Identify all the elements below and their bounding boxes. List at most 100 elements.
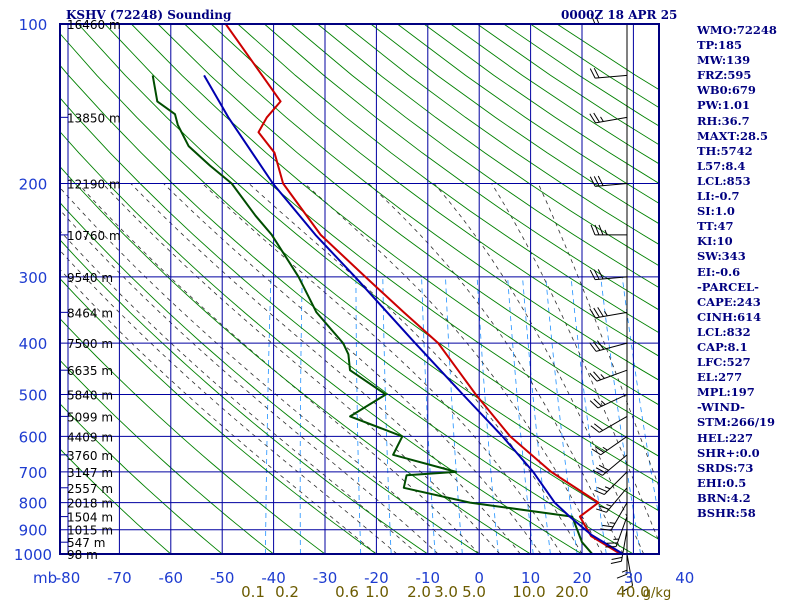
height-label: 9540 m	[67, 271, 113, 285]
wind-barb-flag	[616, 573, 628, 579]
dry-adiabat-line	[60, 32, 659, 512]
mixing-ratio-line	[621, 276, 659, 520]
index-entry: BRN:4.2	[697, 490, 751, 505]
wind-barb-flag	[597, 307, 604, 317]
height-label: 10760 m	[67, 229, 121, 243]
dry-adiabats	[60, 24, 659, 554]
index-entry: CAPE:243	[697, 294, 761, 309]
pressure-label: 700	[19, 464, 48, 482]
wind-barb	[616, 542, 628, 579]
wind-barb	[591, 436, 628, 456]
index-entry: LCL:853	[697, 173, 751, 188]
pressure-label: 200	[19, 176, 48, 194]
wind-barb-flag	[590, 425, 600, 433]
wind-barb-flag	[594, 224, 600, 236]
height-label: 2557 m	[67, 482, 113, 496]
wind-barb	[610, 529, 628, 564]
wind-barb-shaft	[610, 502, 628, 531]
mixing-ratio-line	[545, 276, 578, 554]
wind-barb-flag	[589, 372, 598, 382]
wind-barb-shaft	[595, 116, 628, 124]
dry-adiabat-line	[104, 24, 659, 457]
wind-barb	[596, 487, 628, 513]
dry-adiabat-line	[157, 24, 659, 406]
wind-barb-flag	[592, 469, 603, 476]
dry-adiabat-line	[131, 24, 659, 431]
moist-adiabat-line	[60, 230, 418, 554]
wind-barb-flag	[589, 342, 597, 352]
index-entry: EI:-0.6	[697, 264, 741, 279]
height-label: 98 m	[67, 548, 98, 562]
height-label: 2018 m	[67, 497, 113, 511]
wind-barb-shaft	[595, 311, 628, 319]
wind-barb-flag	[589, 308, 596, 319]
pressure-label: 400	[19, 335, 48, 353]
height-label: 6635 m	[67, 364, 113, 378]
wind-barb-flag	[593, 398, 602, 407]
wind-barb-shaft	[604, 471, 628, 495]
wind-barb-flag	[623, 585, 633, 592]
wind-barb-flag	[593, 423, 604, 431]
wind-barb-flag	[591, 448, 602, 456]
pressure-label: 1000	[14, 546, 52, 564]
index-entry: -WIND-	[697, 400, 745, 415]
wind-barb-flag	[621, 569, 628, 573]
wind-barb-flag	[604, 486, 611, 490]
wind-barb-flag	[589, 269, 596, 280]
index-entry: LI:-0.7	[697, 189, 740, 204]
wind-barb-flag	[606, 504, 612, 507]
mixing-ratio-line	[476, 276, 499, 554]
mixing-ratio-label: 10.0	[512, 583, 545, 600]
wind-barb-flag	[593, 307, 600, 318]
moist-adiabat-line	[537, 183, 659, 488]
height-label: 1015 m	[67, 524, 113, 538]
height-label: 1504 m	[67, 511, 113, 525]
wind-barb-flag	[589, 68, 596, 79]
temperature-label: -10	[416, 569, 441, 587]
wind-barb-flag	[589, 113, 596, 124]
height-label: 12190 m	[67, 178, 121, 192]
wind-barb	[590, 415, 628, 433]
wind-barb-shaft	[596, 369, 628, 382]
mixing-ratio-label: 0.2	[275, 583, 299, 600]
wind-barb-flag	[596, 508, 607, 513]
wind-barb	[589, 369, 628, 382]
mixing-ratio-line	[265, 276, 272, 554]
mixing-ratio-line	[445, 276, 463, 554]
mixing-ratio-label: 2.0	[407, 583, 431, 600]
wind-barb-flag	[597, 269, 604, 280]
height-label: 4409 m	[67, 430, 113, 444]
mixing-ratio-label: 20.0	[555, 583, 588, 600]
wind-barb-flag	[593, 371, 602, 381]
wind-barb-flag	[597, 486, 608, 493]
wind-barb-flag	[600, 116, 604, 122]
dry-adiabat-line	[60, 403, 223, 554]
dry-adiabat-line	[60, 201, 480, 554]
wind-barb-flag	[600, 374, 605, 379]
moist-adiabat-line	[77, 183, 480, 554]
index-entry: WB0:679	[697, 83, 756, 98]
index-entry: -PARCEL-	[697, 279, 759, 294]
sounding-indices-panel: WMO:72248 TP:185 MW:139 FRZ:595 WB0:679 PW:1.…	[697, 23, 800, 521]
wind-barb-shaft	[602, 454, 628, 476]
wind-barb	[589, 112, 628, 124]
wind-barb-flag	[597, 175, 604, 186]
wind-barb-flag	[596, 340, 605, 350]
wind-barb-shaft	[620, 529, 628, 562]
temperature-label: 10	[521, 569, 540, 587]
wind-barb-shaft	[597, 394, 628, 409]
mixing-ratio-line	[355, 276, 362, 554]
wind-barb-shaft	[606, 487, 628, 513]
pressure-unit-label: mb	[33, 569, 57, 587]
index-entry: LCL:832	[697, 324, 751, 339]
dry-adiabat-line	[60, 359, 274, 554]
index-entry: BSHR:58	[697, 506, 756, 520]
wind-barb-shaft	[595, 74, 628, 79]
wind-barb-shaft	[615, 516, 628, 547]
index-entry: KI:10	[697, 234, 733, 249]
wind-barb-flag	[598, 464, 609, 471]
height-label: 5099 m	[67, 410, 113, 424]
wind-barb-flag	[598, 224, 604, 236]
index-entry: SHR+:0.0	[697, 445, 760, 460]
